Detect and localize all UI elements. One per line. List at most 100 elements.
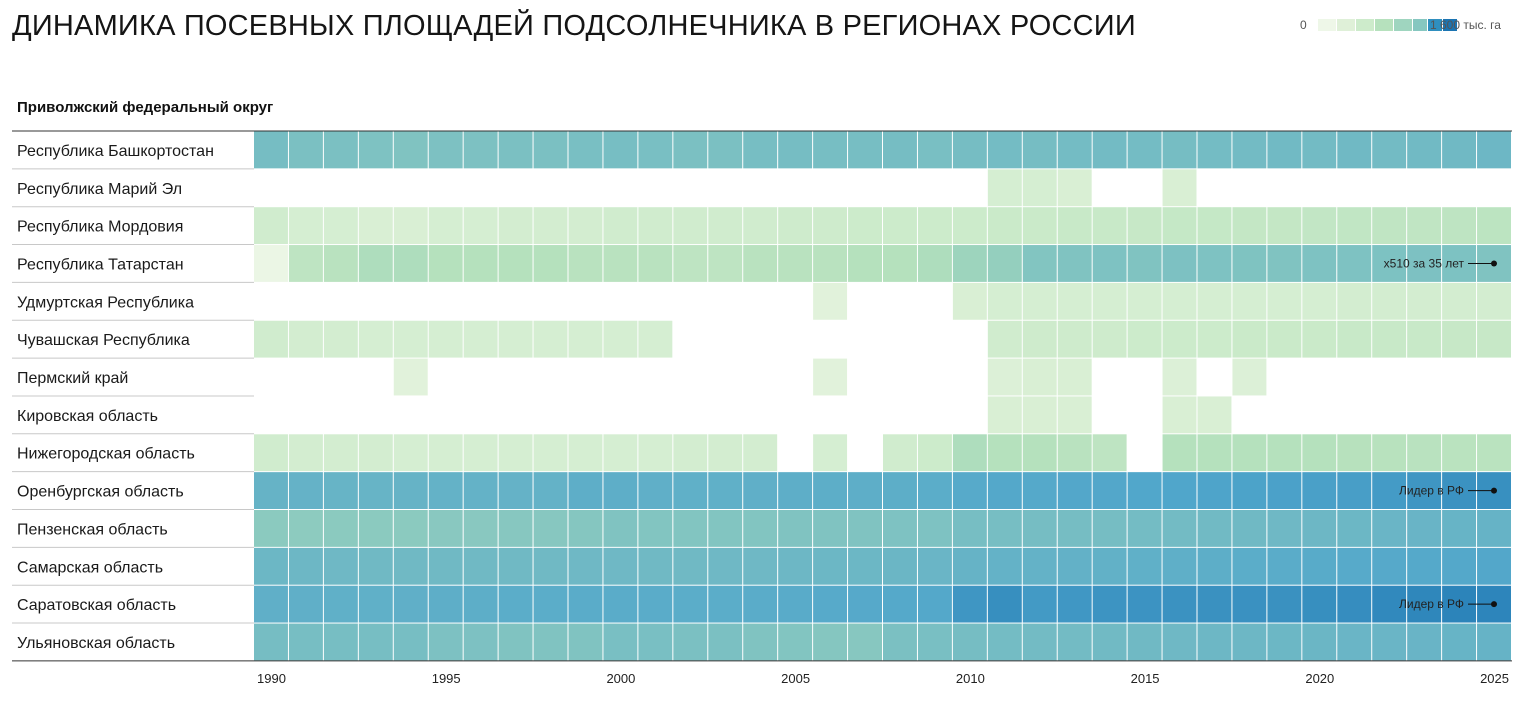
heatmap-cell <box>568 131 603 169</box>
heatmap-cell <box>1057 396 1092 434</box>
heatmap-cell <box>1407 320 1442 358</box>
heatmap-cell <box>638 245 673 282</box>
heatmap-cell <box>463 585 498 623</box>
heatmap-cell <box>1407 282 1442 320</box>
heatmap-cell <box>428 320 463 358</box>
heatmap-cell <box>1057 320 1092 358</box>
heatmap-cell <box>393 320 428 358</box>
heatmap-cell <box>778 585 813 623</box>
heatmap-cell <box>1442 131 1477 169</box>
heatmap-cell <box>848 131 882 169</box>
heatmap-cell <box>952 131 987 169</box>
heatmap-cell <box>254 585 288 623</box>
heatmap-cell <box>463 623 498 661</box>
heatmap-cell <box>1057 358 1092 396</box>
heatmap-cell <box>1477 282 1511 320</box>
heatmap-cell <box>428 245 463 282</box>
row-label: Республика Татарстан <box>17 256 184 273</box>
heatmap-cell <box>254 472 288 509</box>
x-tick-label: 2015 <box>1131 671 1160 686</box>
heatmap-cell <box>848 245 882 282</box>
heatmap-cell <box>1162 282 1197 320</box>
heatmap-cell <box>498 434 533 472</box>
heatmap-cell <box>673 207 708 245</box>
heatmap-cell <box>1232 623 1267 661</box>
heatmap-cell <box>1302 623 1337 661</box>
heatmap-cell <box>1162 623 1197 661</box>
heatmap-cell <box>1407 547 1442 585</box>
heatmap-cell <box>603 207 638 245</box>
heatmap-cell <box>393 585 428 623</box>
heatmap-cell <box>638 131 673 169</box>
heatmap-cell <box>883 623 917 661</box>
heatmap-cell <box>952 472 987 509</box>
legend-swatch <box>1375 19 1393 31</box>
heatmap-cell <box>603 623 638 661</box>
heatmap-cell <box>917 510 952 547</box>
heatmap-cell <box>638 320 673 358</box>
heatmap-cell <box>1057 472 1092 509</box>
heatmap-cell <box>1022 207 1057 245</box>
heatmap-cell <box>463 547 498 585</box>
heatmap-cell <box>1267 434 1302 472</box>
heatmap-cell <box>743 434 778 472</box>
heatmap-cell <box>1197 131 1232 169</box>
heatmap-cell <box>1092 547 1127 585</box>
heatmap-cell <box>1092 282 1127 320</box>
heatmap-cell <box>603 585 638 623</box>
heatmap-cell <box>1232 207 1267 245</box>
heatmap-cell <box>743 245 778 282</box>
heatmap-cell <box>1337 472 1372 509</box>
heatmap-cell <box>254 245 288 282</box>
heatmap-cell <box>708 245 743 282</box>
heatmap-cell <box>1372 207 1407 245</box>
heatmap-cell <box>358 434 393 472</box>
heatmap-cell <box>813 282 848 320</box>
heatmap-cell <box>952 245 987 282</box>
heatmap-cell <box>1127 585 1162 623</box>
heatmap-cell <box>1442 282 1477 320</box>
heatmap-cell <box>288 245 323 282</box>
row-label: Оренбургская область <box>17 484 184 501</box>
heatmap-cell <box>987 169 1022 207</box>
heatmap-cell <box>883 472 917 509</box>
heatmap-cell <box>917 207 952 245</box>
heatmap-cell <box>1267 320 1302 358</box>
heatmap-cell <box>603 245 638 282</box>
heatmap-cell <box>1022 547 1057 585</box>
heatmap-cell <box>1302 510 1337 547</box>
heatmap-cell <box>883 434 917 472</box>
heatmap-cell <box>1302 282 1337 320</box>
heatmap-cell <box>1407 623 1442 661</box>
x-tick-label: 2020 <box>1305 671 1334 686</box>
heatmap-cell <box>463 472 498 509</box>
heatmap-cell <box>848 623 882 661</box>
heatmap-cell <box>323 434 358 472</box>
heatmap-cell <box>533 623 568 661</box>
heatmap-cell <box>254 510 288 547</box>
chart-title: ДИНАМИКА ПОСЕВНЫХ ПЛОЩАДЕЙ ПОДСОЛНЕЧНИКА… <box>12 10 1136 42</box>
heatmap-cell <box>813 623 848 661</box>
heatmap-cell <box>1267 282 1302 320</box>
heatmap-cell <box>1092 434 1127 472</box>
heatmap-cell <box>1057 207 1092 245</box>
heatmap-cell <box>883 245 917 282</box>
heatmap-cell <box>1162 396 1197 434</box>
heatmap-cell <box>917 472 952 509</box>
row-label: Ульяновская область <box>17 635 175 652</box>
heatmap-cell <box>568 510 603 547</box>
heatmap-cell <box>848 207 882 245</box>
heatmap-cell <box>987 510 1022 547</box>
heatmap-cell <box>254 131 288 169</box>
heatmap-cell <box>883 207 917 245</box>
heatmap-cell <box>498 245 533 282</box>
heatmap-cell <box>1232 510 1267 547</box>
heatmap-cell <box>428 131 463 169</box>
x-tick-label: 2005 <box>781 671 810 686</box>
heatmap-cell <box>568 585 603 623</box>
annotation-text: Лидер в РФ <box>1399 597 1464 611</box>
heatmap-cell <box>393 358 428 396</box>
x-tick-label: 1990 <box>257 671 286 686</box>
heatmap-cell <box>917 547 952 585</box>
heatmap-cell <box>952 434 987 472</box>
